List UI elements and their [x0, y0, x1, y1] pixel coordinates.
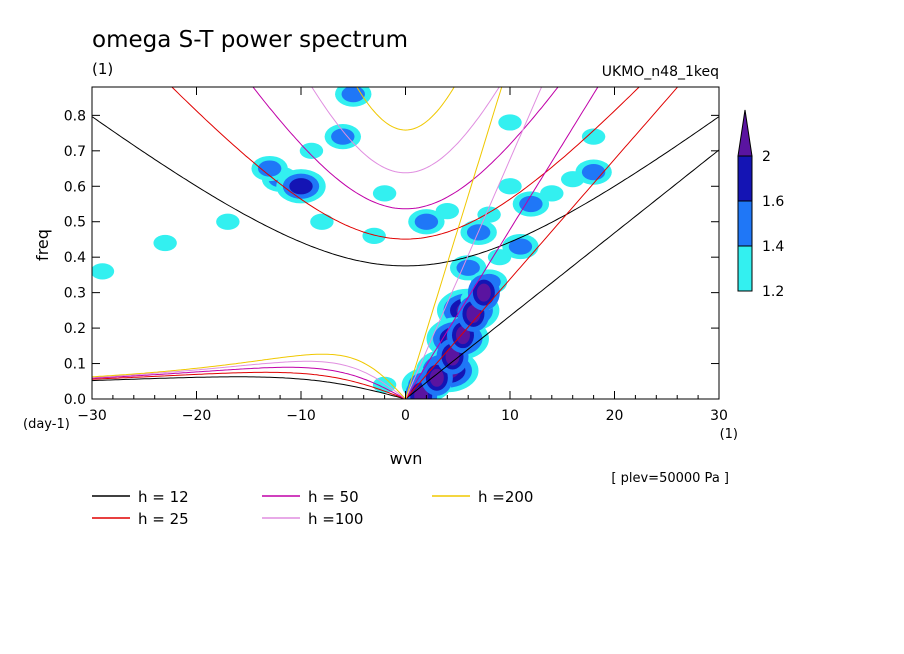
- y-axis-label: freq: [33, 229, 52, 261]
- colorbar-label: 1.2: [762, 284, 784, 300]
- colorbar-label: 1.4: [762, 239, 784, 255]
- model-label: UKMO_n48_1keq: [602, 64, 719, 80]
- dispersion-curves: [92, 87, 719, 399]
- power-patch: [289, 178, 313, 195]
- chart-title: omega S-T power spectrum: [92, 27, 408, 53]
- colorbar: 1.2 1.4 1.6 2: [737, 109, 784, 300]
- power-patch: [372, 376, 397, 393]
- plot-frame: [91, 86, 720, 400]
- power-patch: [257, 160, 282, 177]
- kelvin-curve: [405, 87, 679, 399]
- rossby-curve: [92, 360, 406, 399]
- ridge-patch: [476, 283, 491, 302]
- power-patch: [435, 202, 459, 220]
- colorbar-label: 1.6: [762, 194, 784, 210]
- axes: −30 −20 −10 0 10 20 30 0.0 0.1 0.2 0.3 0.4 0.5 0.6 0.7…: [64, 87, 728, 424]
- ridge-patch: [445, 347, 460, 366]
- x-tick-label: 30: [710, 408, 728, 424]
- y-tick-label: 0.6: [64, 179, 86, 195]
- y-tick-label: 0.5: [64, 215, 86, 231]
- y-tick-label: 0.2: [64, 321, 86, 337]
- power-patch: [498, 114, 522, 131]
- legend-label: h =200: [478, 488, 533, 506]
- rossby-curve: [92, 366, 406, 399]
- x-unit-label: (1): [720, 427, 738, 442]
- power-patch: [331, 128, 355, 145]
- legend-label: h = 25: [138, 510, 189, 528]
- power-patch: [362, 227, 386, 245]
- power-patch: [92, 263, 115, 280]
- power-patch: [581, 163, 606, 181]
- rossby-curve: [92, 353, 406, 399]
- level-note: [ plev=50000 Pa ]: [611, 471, 729, 486]
- ridge-patch: [429, 368, 444, 387]
- power-patch: [508, 238, 533, 255]
- x-tick-label: −30: [77, 408, 107, 424]
- y-tick-label: 0.1: [64, 357, 86, 373]
- power-patch: [456, 259, 480, 276]
- legend-label: h = 12: [138, 488, 189, 506]
- colorbar-segment: [737, 155, 753, 202]
- y-unit-label: (day-1): [23, 417, 70, 432]
- ridge-patch: [455, 326, 470, 345]
- legend-label: h = 50: [308, 488, 359, 506]
- power-patch: [414, 213, 439, 230]
- ridge-patch: [466, 304, 481, 323]
- x-tick-label: −20: [182, 408, 212, 424]
- x-tick-label: 10: [501, 408, 519, 424]
- gravity-curve: [356, 87, 455, 131]
- x-tick-label: 20: [606, 408, 624, 424]
- power-contours: [92, 87, 612, 399]
- colorbar-label: 2: [762, 149, 771, 165]
- y-tick-label: 0.0: [64, 392, 86, 408]
- colorbar-segment: [737, 200, 753, 247]
- y-tick-label: 0.4: [64, 250, 86, 266]
- gravity-curve: [252, 87, 559, 210]
- kelvin-curve: [405, 149, 719, 399]
- power-patch: [519, 195, 543, 213]
- kelvin-curve: [405, 87, 503, 399]
- rossby-curve: [92, 371, 406, 399]
- x-tick-label: 0: [401, 408, 410, 424]
- colorbar-segment: [737, 245, 753, 292]
- power-patch: [299, 142, 324, 159]
- x-tick-label: −10: [286, 408, 316, 424]
- y-tick-label: 0.8: [64, 108, 86, 124]
- y-tick-label: 0.7: [64, 144, 86, 160]
- power-patch: [153, 234, 177, 252]
- rossby-curve: [92, 376, 406, 399]
- gravity-curve: [171, 87, 640, 240]
- power-patch: [581, 128, 606, 145]
- y-tick-label: 0.3: [64, 286, 86, 302]
- chart-subtitle: (1): [92, 60, 113, 78]
- x-axis-label: wvn: [390, 449, 423, 468]
- power-patch: [216, 213, 240, 230]
- power-patch: [372, 185, 397, 202]
- gravity-curve: [92, 116, 719, 267]
- gravity-curve: [311, 87, 500, 174]
- power-patch: [498, 178, 522, 195]
- legend: h = 12 h = 25 h = 50 h =100 h =200: [92, 488, 533, 528]
- kelvin-curve: [405, 87, 599, 399]
- power-patch: [477, 206, 501, 223]
- power-patch: [310, 213, 334, 230]
- kelvin-curve: [405, 87, 543, 399]
- legend-label: h =100: [308, 510, 363, 528]
- colorbar-arrow: [737, 109, 753, 157]
- power-patch: [540, 185, 564, 202]
